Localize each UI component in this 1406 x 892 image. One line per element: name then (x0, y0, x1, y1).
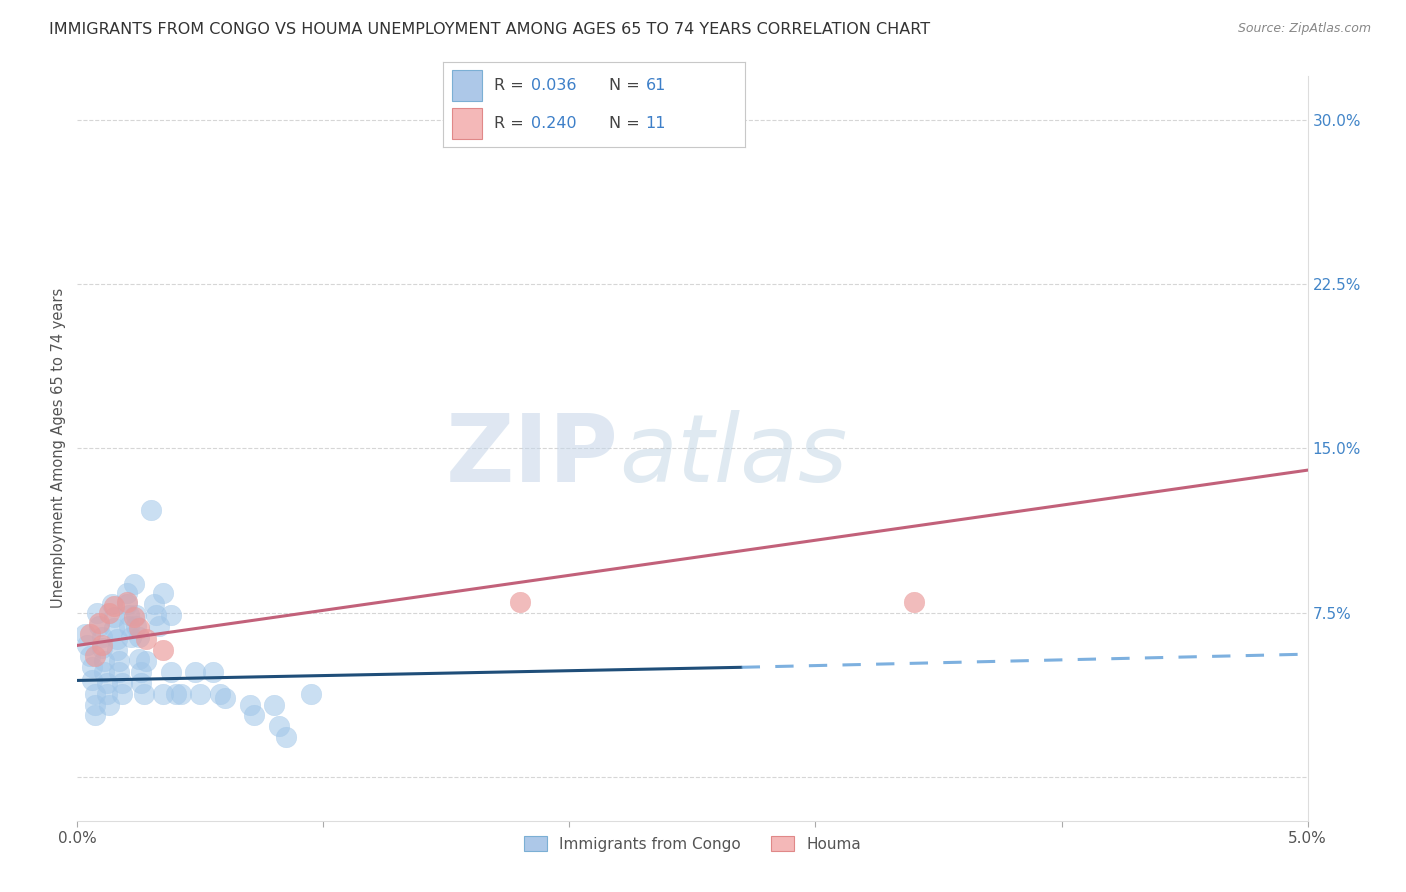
Point (83, 708, 105, 723)
Point (135, 654, 157, 668)
Point (98, 606, 121, 620)
Point (96, 675, 118, 690)
Y-axis label: Unemployment Among Ages 65 to 74 years: Unemployment Among Ages 65 to 74 years (51, 288, 66, 608)
Point (208, 687, 231, 701)
Point (115, 594, 138, 608)
Text: IMMIGRANTS FROM CONGO VS HOUMA UNEMPLOYMENT AMONG AGES 65 TO 74 YEARS CORRELATIO: IMMIGRANTS FROM CONGO VS HOUMA UNEMPLOYM… (49, 22, 931, 37)
Point (269, 719, 291, 733)
Point (141, 502, 163, 516)
Point (903, 594, 925, 608)
Point (73, 627, 96, 641)
Point (115, 586, 138, 600)
Point (111, 687, 132, 701)
Point (108, 665, 131, 679)
Point (79, 649, 101, 664)
Point (105, 632, 128, 646)
Point (105, 642, 128, 657)
Point (89, 618, 111, 632)
Point (128, 621, 150, 635)
Text: 61: 61 (645, 78, 666, 93)
Point (152, 586, 174, 600)
Point (152, 642, 174, 657)
Point (125, 607, 148, 622)
Point (276, 731, 298, 745)
Point (160, 607, 183, 622)
Point (299, 687, 322, 701)
Point (89, 616, 111, 631)
Point (86, 606, 108, 620)
Bar (451, 108, 482, 139)
Point (201, 665, 224, 679)
Point (115, 597, 138, 611)
Point (239, 698, 262, 712)
Point (96, 687, 118, 701)
Point (128, 630, 150, 644)
Point (169, 687, 191, 701)
Point (111, 675, 132, 690)
Point (90, 640, 114, 655)
Point (135, 632, 157, 646)
Text: Source: ZipAtlas.com: Source: ZipAtlas.com (1237, 22, 1371, 36)
Point (160, 665, 183, 679)
Point (128, 651, 150, 665)
Point (83, 649, 105, 664)
Point (188, 687, 212, 701)
Point (82, 673, 104, 688)
Point (263, 698, 285, 712)
Point (509, 594, 531, 608)
Point (129, 675, 153, 690)
Point (148, 618, 170, 632)
Text: ZIP: ZIP (446, 409, 619, 501)
Point (98, 698, 121, 712)
Text: N =: N = (609, 116, 645, 131)
Point (118, 607, 141, 622)
Point (125, 618, 148, 632)
Point (214, 690, 236, 705)
Point (108, 654, 131, 668)
Text: N =: N = (609, 78, 645, 93)
Point (118, 618, 141, 632)
Point (76, 639, 98, 653)
Point (93, 654, 115, 668)
Point (90, 639, 114, 653)
Text: 11: 11 (645, 116, 666, 131)
Point (79, 627, 101, 641)
Legend: Immigrants from Congo, Houma: Immigrants from Congo, Houma (517, 830, 868, 858)
Point (122, 577, 145, 591)
Point (93, 665, 115, 679)
Point (83, 687, 105, 701)
Point (243, 708, 266, 723)
Point (145, 607, 167, 622)
Point (90, 630, 114, 644)
Text: R =: R = (495, 78, 529, 93)
Point (121, 630, 143, 644)
Point (142, 597, 165, 611)
Point (103, 621, 125, 635)
Point (103, 610, 125, 624)
Text: atlas: atlas (619, 410, 846, 501)
Point (101, 597, 124, 611)
Point (152, 687, 174, 701)
Point (82, 660, 104, 674)
Point (103, 599, 125, 613)
Text: R =: R = (495, 116, 529, 131)
Point (165, 687, 187, 701)
Text: 0.036: 0.036 (530, 78, 576, 93)
Text: 0.240: 0.240 (530, 116, 576, 131)
Point (83, 698, 105, 712)
Point (184, 665, 207, 679)
Point (122, 610, 145, 624)
Point (132, 687, 155, 701)
Point (129, 665, 153, 679)
Bar (451, 70, 482, 101)
